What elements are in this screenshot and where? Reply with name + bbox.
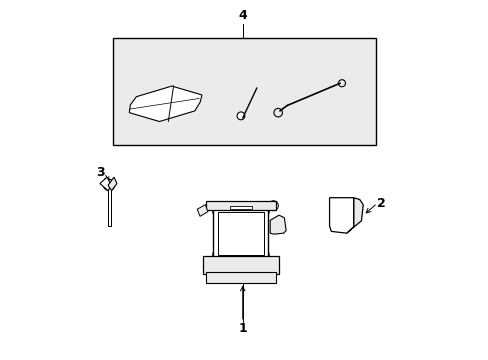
Circle shape [212,249,222,260]
Bar [107,185,111,226]
Circle shape [220,274,227,281]
Circle shape [343,219,350,227]
Polygon shape [270,215,285,234]
Text: 2: 2 [376,197,385,210]
Bar [213,207,268,259]
Circle shape [237,112,244,120]
Polygon shape [108,177,117,191]
Circle shape [260,203,264,208]
Text: 4: 4 [238,9,246,22]
Bar [217,212,264,255]
Bar [206,272,275,283]
Polygon shape [329,198,353,233]
Circle shape [351,208,358,215]
Circle shape [251,274,258,281]
Bar [205,201,276,210]
Circle shape [259,249,268,260]
Circle shape [259,207,268,217]
Circle shape [269,203,273,208]
Text: 3: 3 [97,166,105,179]
Circle shape [259,255,268,265]
Polygon shape [100,177,111,191]
Circle shape [103,179,115,191]
Bar [113,38,375,145]
Text: 1: 1 [238,322,246,336]
Polygon shape [346,198,363,233]
Circle shape [268,201,278,211]
Polygon shape [129,86,202,122]
Circle shape [273,108,282,117]
Bar [230,206,251,209]
Circle shape [351,217,358,224]
Polygon shape [197,204,207,216]
Bar [203,256,279,274]
Circle shape [333,212,341,219]
Circle shape [264,203,269,208]
Circle shape [338,80,345,87]
Circle shape [212,255,222,265]
Circle shape [333,202,341,210]
Circle shape [212,207,222,217]
